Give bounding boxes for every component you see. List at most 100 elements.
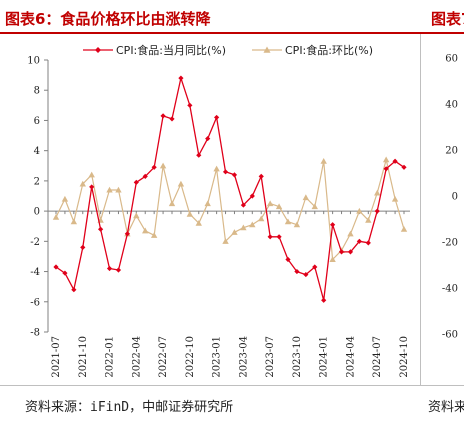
yoy-point: [178, 75, 184, 81]
mom-point: [302, 194, 310, 201]
mom-point: [382, 156, 390, 163]
legend-mom-marker: [263, 46, 271, 53]
mom-point: [61, 195, 69, 202]
yoy-point: [249, 193, 255, 199]
mom-point: [52, 213, 60, 220]
y-tick-label: 8: [34, 86, 40, 97]
x-tick-label: 2022-10: [185, 336, 196, 378]
mom-point: [231, 229, 238, 235]
yoy-point: [106, 265, 113, 272]
yoy-point: [294, 268, 300, 275]
yoy-point: [240, 202, 246, 208]
y-tick-label: 2: [34, 176, 40, 187]
x-tick-label: 2022-04: [131, 336, 142, 378]
mom-point: [204, 200, 211, 207]
x-tick-label: 2022-01: [105, 336, 116, 378]
mom-point: [374, 189, 381, 196]
x-tick-label: 2023-04: [238, 336, 249, 378]
source-note: 资料来源：iFinD，中邮证券研究所: [25, 400, 234, 415]
mom-point: [159, 162, 167, 169]
y-tick-label: -6: [30, 297, 40, 308]
mom-point: [258, 215, 265, 222]
mom-point: [347, 230, 354, 237]
yoy-point: [124, 231, 130, 237]
yoy-point: [133, 179, 139, 185]
yoy-point: [276, 234, 282, 240]
yoy-point: [80, 244, 86, 250]
x-tick-label: 2024-07: [372, 336, 383, 378]
mom-point: [365, 216, 372, 223]
yoy-point: [285, 256, 291, 263]
mom-point: [356, 207, 363, 214]
yoy-point: [231, 172, 238, 178]
x-tick-label: 2024-01: [319, 336, 330, 378]
yoy-point: [330, 222, 336, 228]
mom-point: [222, 238, 229, 244]
yoy-point: [365, 240, 371, 246]
yoy-point: [258, 173, 264, 179]
yoy-point: [356, 238, 362, 244]
mom-point: [79, 180, 86, 187]
legend-yoy-label: CPI:食品:当月同比(%): [116, 43, 226, 57]
yoy-point: [338, 249, 345, 255]
y-tick-label: 6: [34, 116, 40, 127]
mom-point: [266, 200, 274, 207]
mom-point: [88, 171, 95, 178]
yoy-point: [160, 113, 166, 119]
mom-series-line: [55, 159, 405, 261]
x-tick-label: 2022-07: [158, 336, 169, 378]
mom-point: [391, 195, 399, 202]
yoy-point: [374, 208, 380, 214]
legend-mom-label: CPI:食品:环比(%): [285, 43, 373, 57]
mom-point: [115, 186, 122, 193]
yoy-point: [347, 249, 354, 255]
yoy-point: [205, 135, 211, 142]
mom-point: [240, 224, 247, 231]
y-tick-label: -8: [30, 328, 40, 339]
yoy-point: [321, 297, 327, 303]
next-chart-y-tick-label: -60: [442, 330, 458, 341]
yoy-point: [187, 102, 193, 108]
y-tick-label: 10: [27, 56, 40, 67]
mom-point: [293, 221, 301, 228]
yoy-point: [196, 152, 202, 158]
mom-point: [329, 256, 336, 263]
y-tick-label: -4: [30, 267, 40, 278]
next-source-note: 资料来: [428, 400, 464, 415]
yoy-point: [71, 287, 77, 293]
yoy-point: [222, 169, 229, 175]
x-tick-label: 2021-07: [51, 336, 62, 378]
legend-yoy-marker: [95, 47, 101, 53]
mom-point: [320, 158, 327, 164]
mom-point: [311, 203, 318, 210]
x-tick-label: 2024-10: [399, 336, 410, 378]
mom-point: [195, 220, 202, 226]
yoy-point: [98, 226, 104, 232]
panel-divider: [420, 34, 421, 385]
yoy-point: [214, 114, 220, 121]
next-chart-title: 图表7: [431, 10, 464, 28]
mom-point: [249, 221, 256, 228]
y-tick-label: 0: [34, 207, 40, 218]
next-chart-y-tick-label: 60: [445, 54, 458, 65]
x-tick-label: 2021-10: [78, 336, 89, 378]
yoy-point: [115, 267, 122, 273]
source-divider: [0, 385, 464, 386]
yoy-point: [151, 164, 157, 170]
yoy-point: [142, 173, 148, 179]
title-bar: [0, 0, 464, 34]
yoy-point: [401, 164, 407, 170]
x-tick-label: 2023-07: [265, 336, 276, 378]
next-chart-y-tick-label: 0: [452, 192, 458, 203]
yoy-point: [267, 234, 273, 240]
next-chart-y-tick-label: -40: [442, 284, 458, 295]
next-chart-y-tick-label: 40: [445, 100, 458, 111]
mom-point: [213, 165, 220, 172]
mom-point: [177, 180, 185, 187]
next-chart-y-tick-label: 20: [445, 146, 458, 157]
yoy-point: [303, 271, 309, 278]
x-tick-label: 2023-01: [212, 336, 223, 378]
yoy-series-line: [55, 77, 405, 301]
mom-point: [133, 212, 140, 219]
